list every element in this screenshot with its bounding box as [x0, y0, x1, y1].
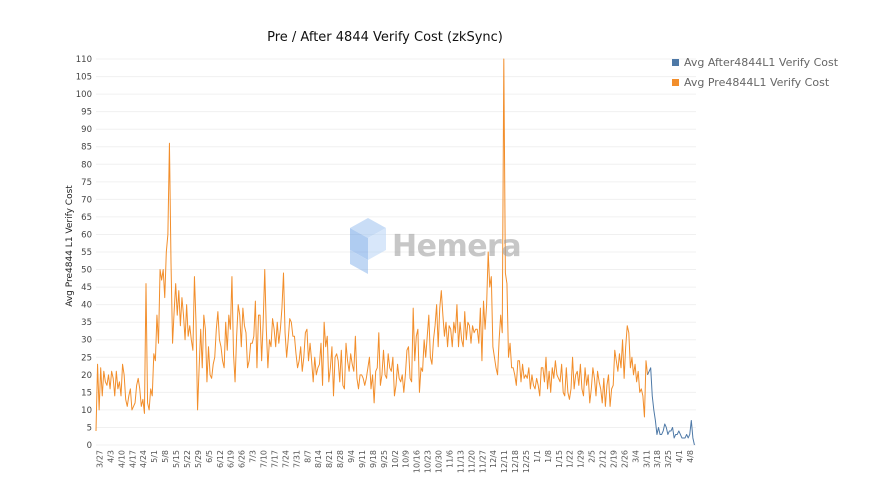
y-axis-label: Avg Pre4844 L1 Verify Cost	[65, 185, 75, 307]
x-tick-label: 1/22	[566, 450, 575, 468]
x-tick-label: 7/3	[249, 450, 258, 463]
x-tick-label: 3/18	[653, 450, 662, 468]
y-tick-label: 20	[81, 371, 92, 381]
legend: Avg After4844L1 Verify Cost Avg Pre4844L…	[672, 52, 838, 92]
x-tick-label: 4/17	[128, 450, 137, 468]
x-tick-label: 5/29	[194, 450, 203, 468]
x-tick-label: 7/17	[270, 450, 279, 468]
y-tick-label: 95	[81, 108, 92, 118]
x-tick-label: 9/25	[380, 450, 389, 468]
x-tick-label: 3/27	[96, 450, 105, 468]
y-tick-label: 0	[87, 441, 92, 451]
y-tick-label: 90	[81, 125, 92, 135]
legend-item-pre[interactable]: Avg Pre4844L1 Verify Cost	[672, 72, 838, 92]
x-tick-label: 12/11	[500, 450, 509, 473]
y-tick-label: 110	[76, 55, 92, 65]
y-tick-label: 105	[76, 73, 92, 83]
y-tick-label: 70	[81, 195, 92, 205]
x-tick-label: 7/31	[292, 450, 301, 468]
y-tick-label: 60	[81, 230, 92, 240]
x-tick-label: 4/8	[686, 450, 695, 463]
y-tick-label: 25	[81, 353, 92, 363]
x-tick-label: 8/28	[336, 450, 345, 468]
x-tick-label: 12/18	[511, 450, 520, 473]
x-tick-label: 7/24	[281, 450, 290, 468]
hemera-logo-icon	[350, 218, 386, 274]
y-tick-label: 35	[81, 318, 92, 328]
x-tick-label: 10/16	[413, 450, 422, 473]
x-tick-label: 2/19	[609, 450, 618, 468]
y-tick-label: 100	[76, 90, 92, 100]
x-tick-label: 8/7	[303, 450, 312, 463]
x-tick-label: 2/26	[620, 450, 629, 468]
legend-item-after[interactable]: Avg After4844L1 Verify Cost	[672, 52, 838, 72]
x-tick-label: 4/1	[675, 450, 684, 463]
x-tick-label: 6/19	[227, 450, 236, 468]
x-tick-label: 3/4	[631, 450, 640, 463]
x-tick-label: 3/25	[664, 450, 673, 468]
x-tick-label: 5/22	[183, 450, 192, 468]
x-tick-label: 10/2	[391, 450, 400, 468]
y-tick-label: 75	[81, 178, 92, 188]
x-tick-label: 5/15	[172, 450, 181, 468]
y-tick-label: 85	[81, 143, 92, 153]
x-tick-label: 4/24	[139, 450, 148, 468]
x-tick-label: 8/21	[325, 450, 334, 468]
x-tick-label: 11/6	[445, 450, 454, 468]
x-tick-label: 6/5	[205, 450, 214, 463]
y-tick-label: 40	[81, 301, 92, 311]
x-tick-label: 1/29	[577, 450, 586, 468]
x-tick-label: 10/9	[402, 450, 411, 468]
x-tick-label: 8/14	[314, 450, 323, 468]
legend-swatch	[672, 78, 679, 86]
x-tick-label: 9/18	[369, 450, 378, 468]
y-tick-label: 55	[81, 248, 92, 258]
x-tick-label: 9/11	[358, 450, 367, 468]
x-tick-label: 11/13	[456, 450, 465, 473]
chart-title: Pre / After 4844 Verify Cost (zkSync)	[267, 30, 503, 45]
legend-label: Avg After4844L1 Verify Cost	[684, 55, 839, 69]
hemera-watermark: Hemera	[350, 218, 522, 274]
series-line-pre4844	[95, 58, 649, 431]
legend-label: Avg Pre4844L1 Verify Cost	[684, 75, 830, 89]
x-tick-label: 1/1	[533, 450, 542, 463]
x-tick-label: 7/10	[260, 450, 269, 468]
y-tick-label: 10	[81, 406, 92, 416]
series-line-after4844	[647, 367, 695, 446]
x-tick-label: 6/26	[238, 450, 247, 468]
x-tick-label: 6/12	[216, 450, 225, 468]
y-tick-label: 5	[87, 423, 92, 433]
y-tick-label: 15	[81, 388, 92, 398]
x-tick-label: 10/23	[424, 450, 433, 473]
x-tick-label: 1/15	[555, 450, 564, 468]
x-tick-label: 4/10	[117, 450, 126, 468]
x-tick-label: 5/1	[150, 450, 159, 463]
hemera-logo-text: Hemera	[392, 228, 522, 264]
y-tick-label: 50	[81, 266, 92, 276]
x-tick-label: 11/20	[467, 450, 476, 473]
x-tick-label: 9/4	[347, 450, 356, 463]
y-tick-label: 80	[81, 160, 92, 170]
y-tick-label: 65	[81, 213, 92, 223]
x-tick-label: 2/12	[599, 450, 608, 468]
x-tick-label: 2/5	[588, 450, 597, 463]
x-tick-label: 4/3	[106, 450, 115, 463]
x-tick-label: 1/8	[544, 450, 553, 463]
y-tick-label: 45	[81, 283, 92, 293]
x-tick-label: 10/30	[435, 450, 444, 473]
x-tick-label: 11/27	[478, 450, 487, 473]
x-tick-label: 12/25	[522, 450, 531, 473]
x-tick-label: 5/8	[161, 450, 170, 463]
y-tick-label: 30	[81, 336, 92, 346]
x-tick-label: 12/4	[489, 450, 498, 468]
legend-swatch	[672, 58, 679, 66]
x-tick-label: 3/11	[642, 450, 651, 468]
